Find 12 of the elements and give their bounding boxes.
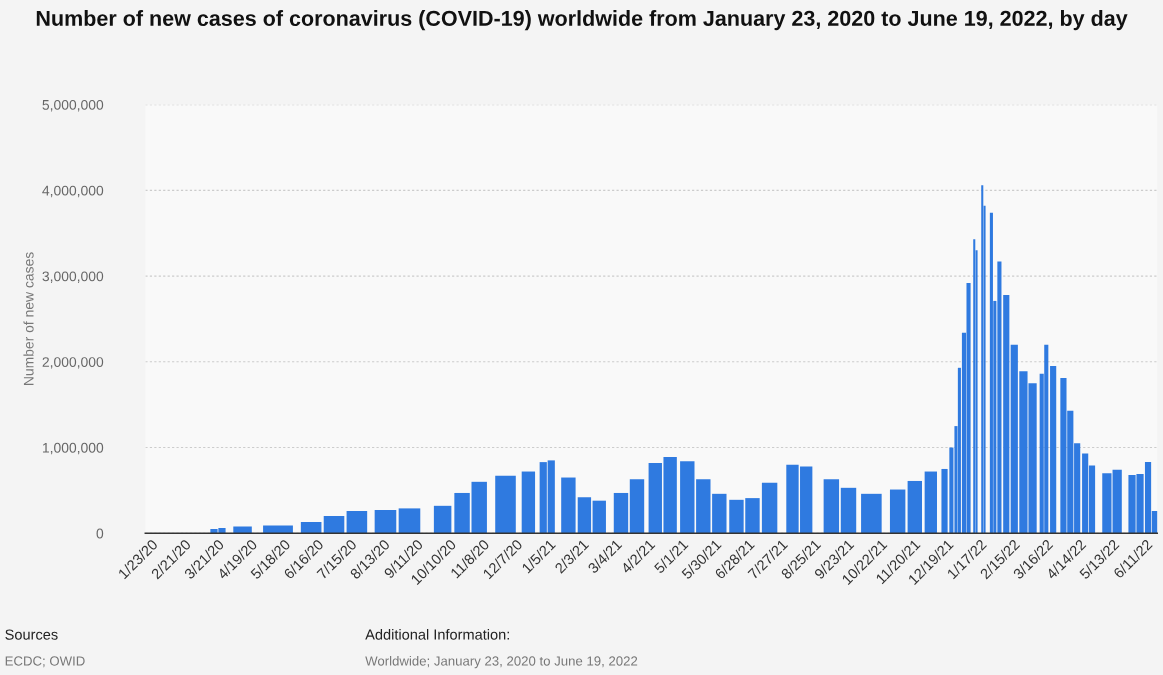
text: ECDC; OWID bbox=[5, 656, 85, 668]
chart-title: Number of new cases of coronavirus (COVID-19) worldwide from January 23, 2020 to June 19, 2022, by day bbox=[36, 10, 1128, 31]
text: Sources bbox=[5, 629, 58, 640]
text: Worldwide; January 23, 2020 to June 19, 2022 bbox=[365, 655, 638, 669]
y-tick-label: 5,000,000 bbox=[42, 99, 104, 112]
text: Additional Information: bbox=[365, 629, 509, 640]
y-tick-label: 0 bbox=[96, 528, 104, 539]
y-tick-label: 4,000,000 bbox=[42, 185, 104, 198]
y-axis-title: Number of new cases bbox=[23, 252, 34, 385]
y-tick-label: 1,000,000 bbox=[42, 442, 104, 455]
y-tick-label: 2,000,000 bbox=[42, 357, 104, 369]
y-tick-label: 3,000,000 bbox=[42, 271, 104, 283]
